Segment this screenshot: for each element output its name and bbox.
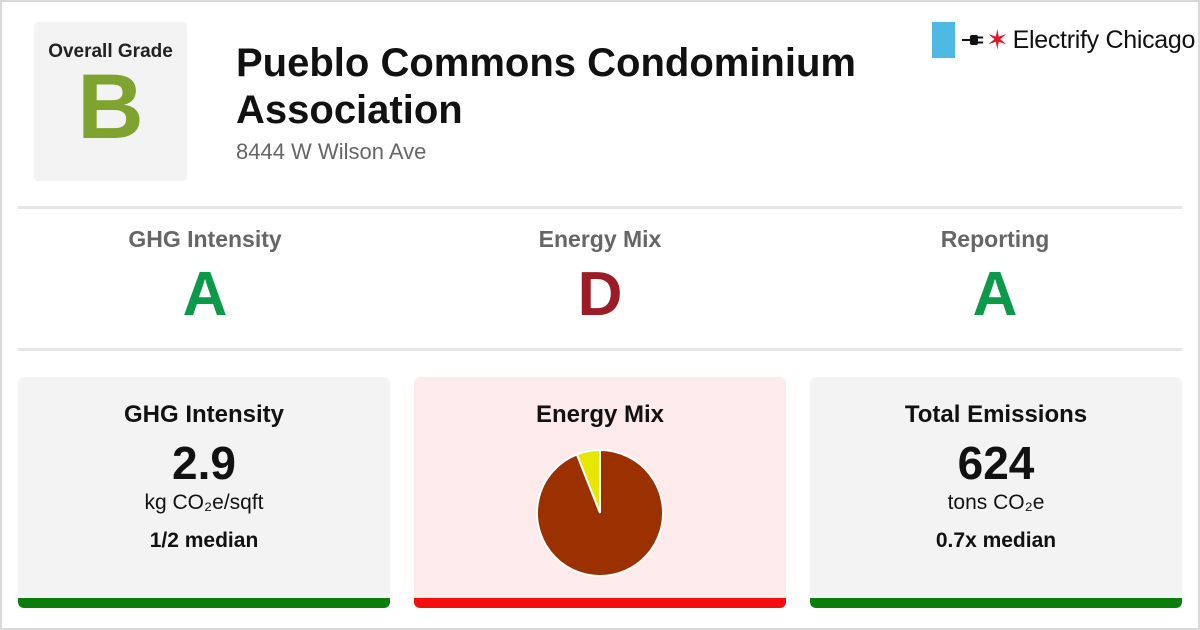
grade-reporting: Reporting A — [805, 226, 1185, 328]
total-emissions-card: Total Emissions 624 tons CO₂e 0.7x media… — [810, 377, 1182, 608]
grade-label: Reporting — [940, 226, 1050, 252]
grade-label: GHG Intensity — [128, 226, 282, 252]
divider-top — [18, 206, 1182, 209]
total-emissions-value: 624 — [957, 437, 1035, 489]
status-bar — [18, 598, 390, 608]
grade-letter: D — [577, 260, 623, 329]
ghg-intensity-value: 2.9 — [172, 437, 236, 489]
chicago-flag-stripe-icon — [932, 22, 955, 58]
pie-slice-major — [536, 448, 664, 577]
plug-icon — [962, 35, 983, 45]
grade-energy-mix: Energy Mix D — [410, 226, 790, 328]
brand-name: Electrify Chicago — [1012, 25, 1196, 54]
overall-grade-label: Overall Grade — [48, 41, 173, 62]
card-title: Total Emissions — [904, 401, 1088, 428]
card-title: Energy Mix — [535, 401, 665, 428]
energy-mix-pie-chart — [536, 448, 664, 577]
status-bar — [414, 598, 786, 608]
status-bar — [810, 598, 1182, 608]
card-title: GHG Intensity — [123, 401, 285, 428]
total-emissions-median: 0.7x median — [935, 529, 1057, 552]
building-address: 8444 W Wilson Ave — [236, 139, 427, 164]
ghg-intensity-median: 1/2 median — [149, 529, 259, 552]
grade-label: Energy Mix — [538, 226, 662, 252]
divider-middle — [18, 348, 1182, 351]
brand-logo[interactable]: ✶ Electrify Chicago — [932, 22, 1195, 58]
grade-ghg-intensity: GHG Intensity A — [15, 226, 395, 328]
overall-grade-letter: B — [77, 56, 144, 158]
red-star-icon: ✶ — [986, 24, 1009, 55]
overall-grade-box: Overall Grade B — [34, 22, 187, 181]
total-emissions-unit: tons CO₂e — [947, 491, 1045, 514]
grade-letter: A — [182, 260, 228, 329]
ghg-intensity-card: GHG Intensity 2.9 kg CO₂e/sqft 1/2 media… — [18, 377, 390, 608]
building-name: Pueblo Commons Condominium Association — [236, 41, 856, 132]
grade-letter: A — [972, 260, 1018, 329]
ghg-intensity-unit: kg CO₂e/sqft — [144, 491, 264, 514]
energy-mix-card: Energy Mix — [414, 377, 786, 608]
